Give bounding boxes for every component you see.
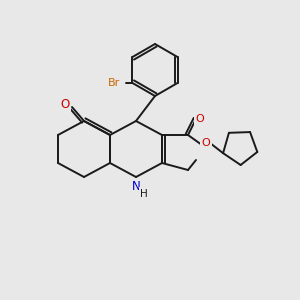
- Text: O: O: [60, 98, 70, 112]
- Text: N: N: [132, 181, 140, 194]
- Text: O: O: [196, 114, 204, 124]
- Text: H: H: [140, 189, 148, 199]
- Text: Br: Br: [108, 78, 121, 88]
- Text: O: O: [202, 138, 210, 148]
